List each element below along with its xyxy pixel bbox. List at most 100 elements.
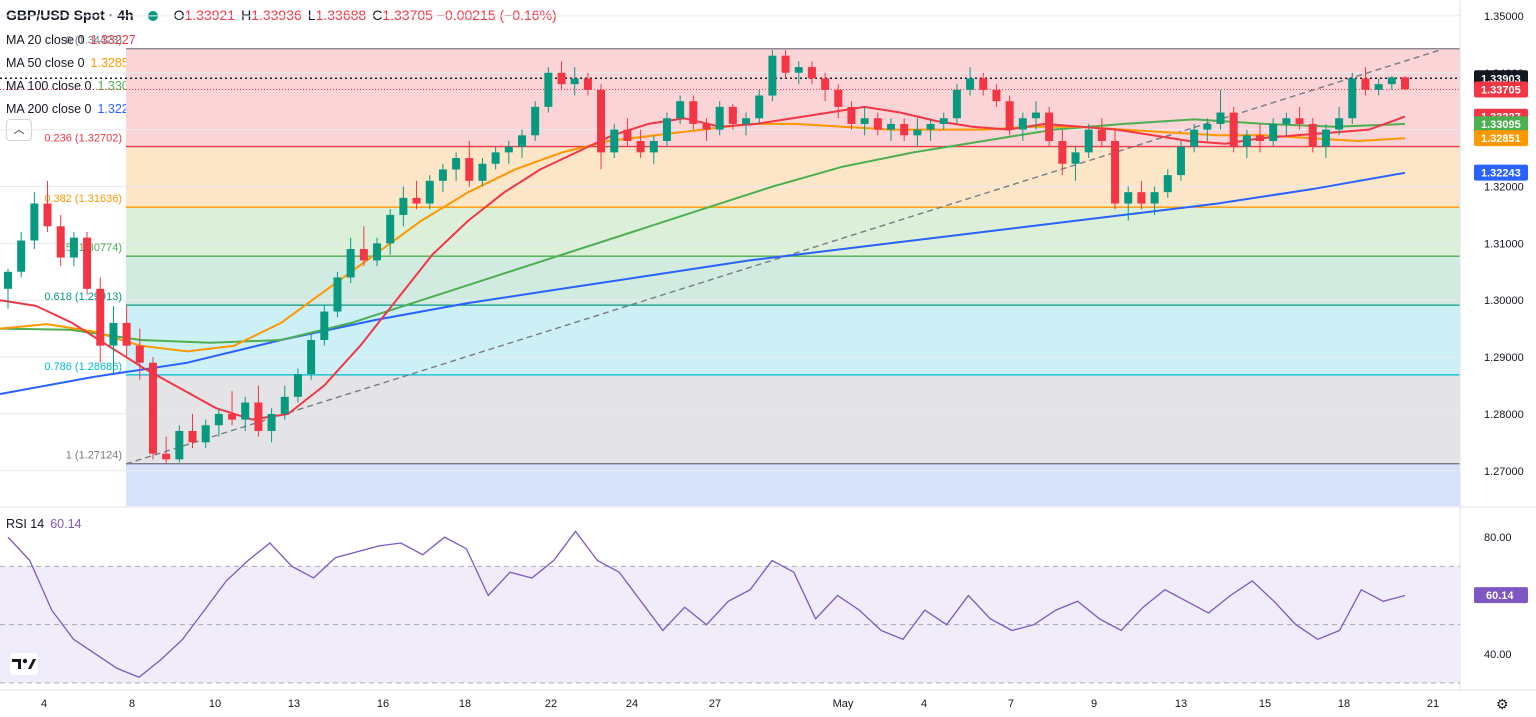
- x-tick-label: 4: [921, 698, 927, 710]
- candle-body: [135, 345, 144, 363]
- y-tick-label: 1.30000: [1484, 295, 1524, 307]
- candle-body: [30, 203, 39, 241]
- ma20-label: MA 20 close 0: [6, 33, 85, 47]
- rsi-line: [7, 530, 1406, 678]
- candle-body: [1256, 135, 1265, 141]
- candle-body: [702, 123, 711, 130]
- candle-body: [1031, 112, 1040, 119]
- x-tick-label: 13: [1175, 698, 1187, 710]
- candle-body: [69, 237, 78, 258]
- x-tick-label: 21: [1427, 698, 1439, 710]
- fib-zone-0.618: [126, 305, 1460, 375]
- x-tick-label: 7: [1008, 698, 1014, 710]
- candle-body: [1335, 118, 1344, 130]
- candle-body: [1308, 123, 1317, 147]
- price-label-badge: [1474, 164, 1528, 181]
- candle-body: [478, 163, 487, 181]
- y-tick-label: 1.29000: [1484, 352, 1524, 364]
- x-tick-label: 9: [1091, 698, 1097, 710]
- candle-body: [148, 362, 157, 454]
- fib-zone-0.786: [126, 374, 1460, 464]
- candle-body: [979, 78, 988, 90]
- candle-body: [662, 118, 671, 141]
- ma50-value: 1.32851: [90, 56, 136, 70]
- candle-body: [162, 453, 171, 460]
- candle-body: [1084, 129, 1093, 153]
- candle-body: [1018, 118, 1027, 130]
- candle-body: [1005, 101, 1014, 130]
- price-label-text: 1.32243: [1481, 168, 1521, 180]
- candle-body: [597, 89, 606, 153]
- fib-label-1: 1 (1.27124): [66, 450, 122, 462]
- y-tick-label: 1.31000: [1484, 238, 1524, 250]
- candle-body: [1361, 78, 1370, 90]
- candle-body: [175, 430, 184, 460]
- candle-body: [900, 123, 909, 136]
- candle-body: [1071, 152, 1080, 164]
- rsi-value-badge-text: 60.14: [1486, 590, 1514, 602]
- candle-body: [452, 158, 461, 170]
- x-tick-label: 15: [1259, 698, 1271, 710]
- candle-body: [517, 135, 526, 147]
- price-label-text: 1.33705: [1481, 85, 1521, 97]
- candle-body: [781, 55, 790, 73]
- candle-body: [504, 146, 513, 153]
- candle-body: [847, 106, 856, 124]
- candle-body: [728, 106, 737, 124]
- candle-body: [17, 240, 26, 272]
- fib-label-0: 0 (1.34423): [66, 35, 122, 47]
- rsi-value-badge: [1474, 587, 1528, 604]
- fib-label-0.382: 0.382 (1.31636): [44, 193, 122, 205]
- candle-body: [254, 402, 263, 431]
- candle-body: [83, 237, 92, 289]
- settings-gear-icon[interactable]: ⚙: [1496, 696, 1509, 712]
- candle-body: [715, 106, 724, 130]
- candle-body: [742, 118, 751, 124]
- ma200-line: [0, 171, 1406, 395]
- candle-body: [860, 118, 869, 124]
- ma200-label: MA 200 close 0: [6, 102, 92, 116]
- x-tick-label: 27: [709, 698, 721, 710]
- change-value: −0.00215 (−0.16%): [436, 7, 557, 23]
- candle-body: [649, 140, 658, 153]
- candle-body: [109, 322, 118, 346]
- x-tick-label: 22: [545, 698, 557, 710]
- price-label-badge: [1474, 81, 1528, 98]
- candle-body: [1348, 78, 1357, 119]
- candle-body: [373, 243, 382, 261]
- candle-body: [544, 72, 553, 107]
- candle-body: [438, 169, 447, 181]
- low-value: 1.33688: [315, 7, 367, 23]
- candle-body: [280, 396, 289, 414]
- ma50-legend[interactable]: MA 50 close 0 1.32851: [6, 56, 136, 70]
- candle-body: [1058, 140, 1067, 164]
- high-value: 1.33936: [251, 7, 302, 23]
- candle-body: [491, 152, 500, 164]
- candle-body: [267, 413, 276, 431]
- close-label: C: [372, 7, 383, 23]
- candle-body: [56, 226, 65, 258]
- fib-label-0.786: 0.786 (1.28686): [44, 361, 122, 373]
- candle-body: [333, 277, 342, 312]
- price-label-badge: [1474, 116, 1528, 133]
- symbol-title[interactable]: GBP/USD Spot · 4h: [6, 7, 134, 23]
- candle-body: [939, 118, 948, 124]
- candle-body: [4, 271, 12, 289]
- ma20-legend[interactable]: MA 20 close 0 1.33227: [6, 33, 136, 47]
- candle-body: [992, 89, 1001, 102]
- x-tick-label: 8: [129, 698, 135, 710]
- rsi-legend[interactable]: RSI 14 60.14: [6, 517, 82, 531]
- candle-body: [557, 72, 566, 85]
- candle-body: [96, 288, 105, 346]
- candle-body: [821, 78, 830, 90]
- candle-body: [346, 249, 355, 278]
- x-tick-label: 13: [288, 698, 300, 710]
- candle-body: [887, 123, 896, 130]
- rsi-y-tick: 80.00: [1484, 532, 1512, 544]
- candle-body: [926, 123, 935, 130]
- fib-zone-1: [126, 463, 1460, 506]
- candle-body: [807, 67, 816, 79]
- candle-body: [610, 129, 619, 153]
- candle-body: [570, 78, 579, 85]
